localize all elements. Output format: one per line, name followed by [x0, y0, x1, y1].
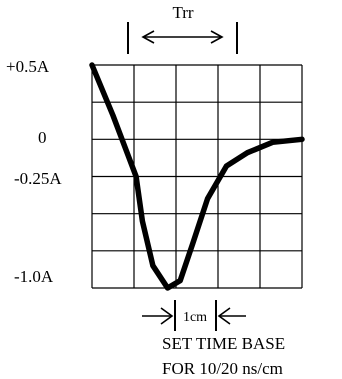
- instruction-line-1: SET TIME BASE: [162, 334, 285, 353]
- recovery-current-waveform: [89, 62, 305, 291]
- instruction-line-2: FOR 10/20 ns/cm: [162, 359, 283, 378]
- division-right-arrow: [217, 307, 246, 325]
- label-minus-one-amp: -1.0A: [14, 267, 54, 286]
- division-label: 1cm: [183, 310, 207, 325]
- graticule-grid: [91, 64, 303, 289]
- division-left-arrow: [142, 307, 174, 325]
- trr-label: Trr: [172, 3, 193, 22]
- label-plus-half-amp: +0.5A: [6, 57, 50, 76]
- label-minus-quarter-amp: -0.25A: [14, 169, 62, 188]
- trr-double-arrow: [141, 30, 224, 44]
- label-zero: 0: [38, 128, 47, 147]
